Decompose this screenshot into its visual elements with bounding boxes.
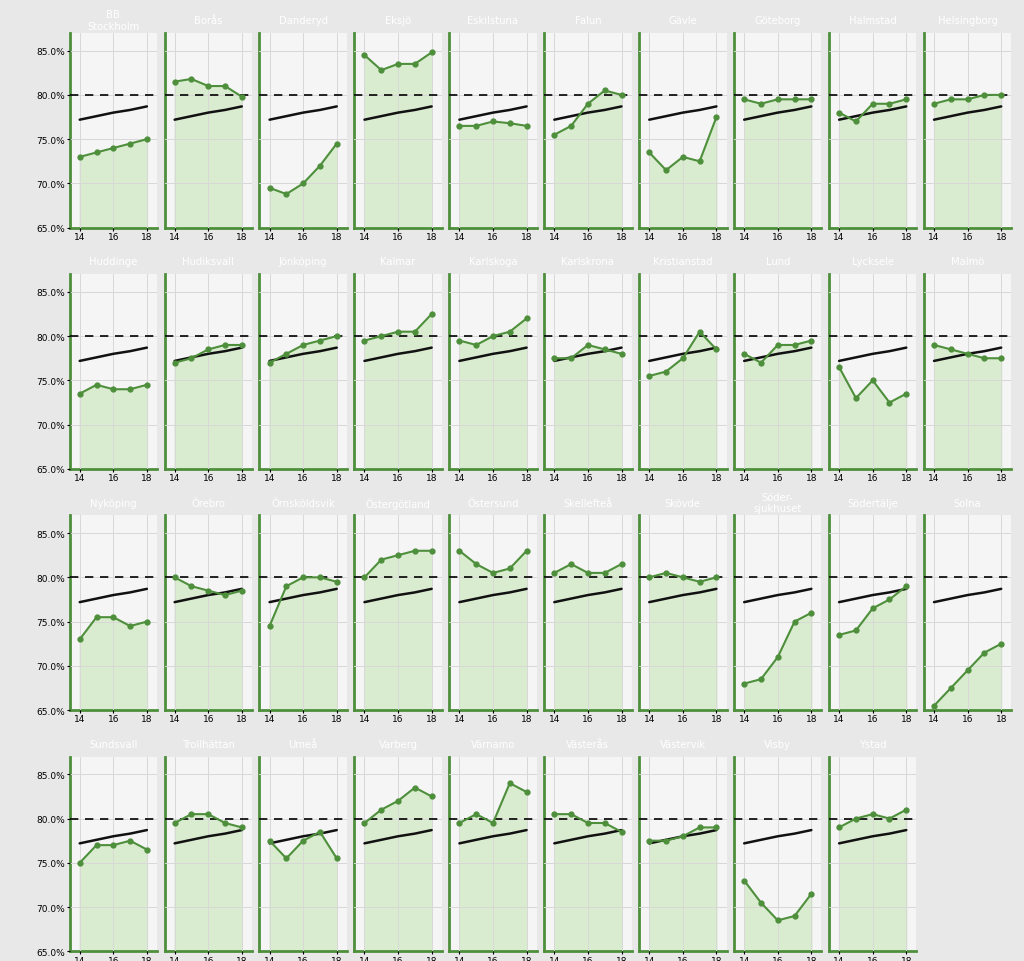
Text: Söder-
sjukhuset: Söder- sjukhuset <box>754 492 802 514</box>
Text: Jönköping: Jönköping <box>279 257 328 267</box>
Text: Umeå: Umeå <box>289 739 317 749</box>
Text: Huddinge: Huddinge <box>89 257 137 267</box>
Text: Solna: Solna <box>953 498 981 508</box>
Text: Örnsköldsvik: Örnsköldsvik <box>271 498 335 508</box>
Text: Helsingborg: Helsingborg <box>938 16 997 26</box>
Text: Hudiksvall: Hudiksvall <box>182 257 234 267</box>
Text: BB
Stockholm: BB Stockholm <box>87 11 139 32</box>
Text: Eskilstuna: Eskilstuna <box>468 16 518 26</box>
Text: Visby: Visby <box>764 739 792 749</box>
Text: Sundsvall: Sundsvall <box>89 739 137 749</box>
Text: Karlskrona: Karlskrona <box>561 257 614 267</box>
Text: Gävle: Gävle <box>669 16 697 26</box>
Text: Karlskoga: Karlskoga <box>469 257 517 267</box>
Text: Kristianstad: Kristianstad <box>653 257 713 267</box>
Text: Skellefteå: Skellefteå <box>563 498 612 508</box>
Text: Malmö: Malmö <box>951 257 984 267</box>
Text: Södertälje: Södertälje <box>847 498 898 508</box>
Text: Lund: Lund <box>766 257 791 267</box>
Text: Göteborg: Göteborg <box>755 16 801 26</box>
Text: Halmstad: Halmstad <box>849 16 897 26</box>
Text: Värnamo: Värnamo <box>471 739 515 749</box>
Text: Skövde: Skövde <box>665 498 700 508</box>
Text: Östergötland: Östergötland <box>366 497 430 509</box>
Text: Örebro: Örebro <box>191 498 225 508</box>
Text: Borås: Borås <box>194 16 222 26</box>
Text: Kalmar: Kalmar <box>381 257 416 267</box>
Text: Västerås: Västerås <box>566 739 609 749</box>
Text: Östersund: Östersund <box>467 498 519 508</box>
Text: Eksjö: Eksjö <box>385 16 411 26</box>
Text: Ystad: Ystad <box>859 739 887 749</box>
Text: Varberg: Varberg <box>379 739 418 749</box>
Text: Trollhättan: Trollhättan <box>182 739 234 749</box>
Text: Falun: Falun <box>574 16 601 26</box>
Text: Nyköping: Nyköping <box>90 498 136 508</box>
Text: Västervik: Västervik <box>659 739 706 749</box>
Text: Danderyd: Danderyd <box>279 16 328 26</box>
Text: Lycksele: Lycksele <box>852 257 894 267</box>
